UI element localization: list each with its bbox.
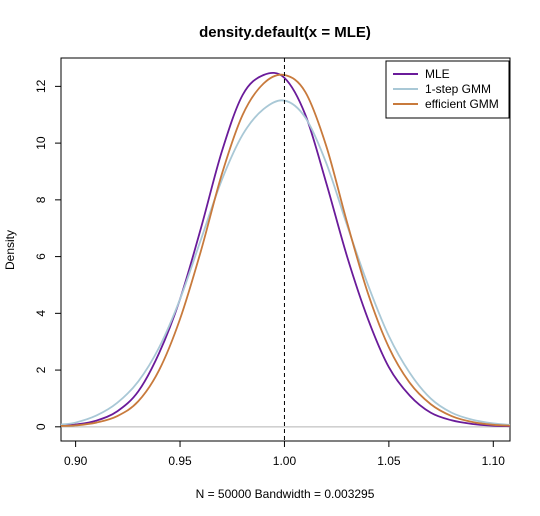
x-tick-label: 1.10 (482, 454, 506, 468)
legend-label-0: MLE (425, 67, 450, 81)
y-axis: 0 2 4 6 8 10 12 (34, 79, 61, 430)
y-tick-label: 8 (34, 196, 48, 203)
y-tick-label: 2 (34, 366, 48, 373)
x-tick-label: 1.05 (377, 454, 401, 468)
y-tick-label: 10 (34, 136, 48, 150)
y-tick-label: 6 (34, 253, 48, 260)
y-axis-label: Density (3, 230, 17, 270)
series-line-1 (60, 99, 511, 426)
series-line-2 (60, 73, 511, 427)
y-tick-label: 4 (34, 310, 48, 317)
plot-area (60, 58, 511, 441)
legend-label-1: 1-step GMM (425, 82, 491, 96)
x-tick-label: 0.95 (168, 454, 192, 468)
x-tick-label: 0.90 (64, 454, 88, 468)
series-line-0 (60, 71, 511, 428)
x-axis-label: N = 50000 Bandwidth = 0.003295 (196, 487, 375, 501)
y-tick-label: 12 (34, 79, 48, 93)
legend-label-2: efficient GMM (425, 97, 499, 111)
y-tick-label: 0 (34, 423, 48, 430)
chart-title: density.default(x = MLE) (199, 24, 371, 41)
x-axis: 0.90 0.95 1.00 1.05 1.10 (64, 440, 506, 468)
x-tick-label: 1.00 (273, 454, 297, 468)
